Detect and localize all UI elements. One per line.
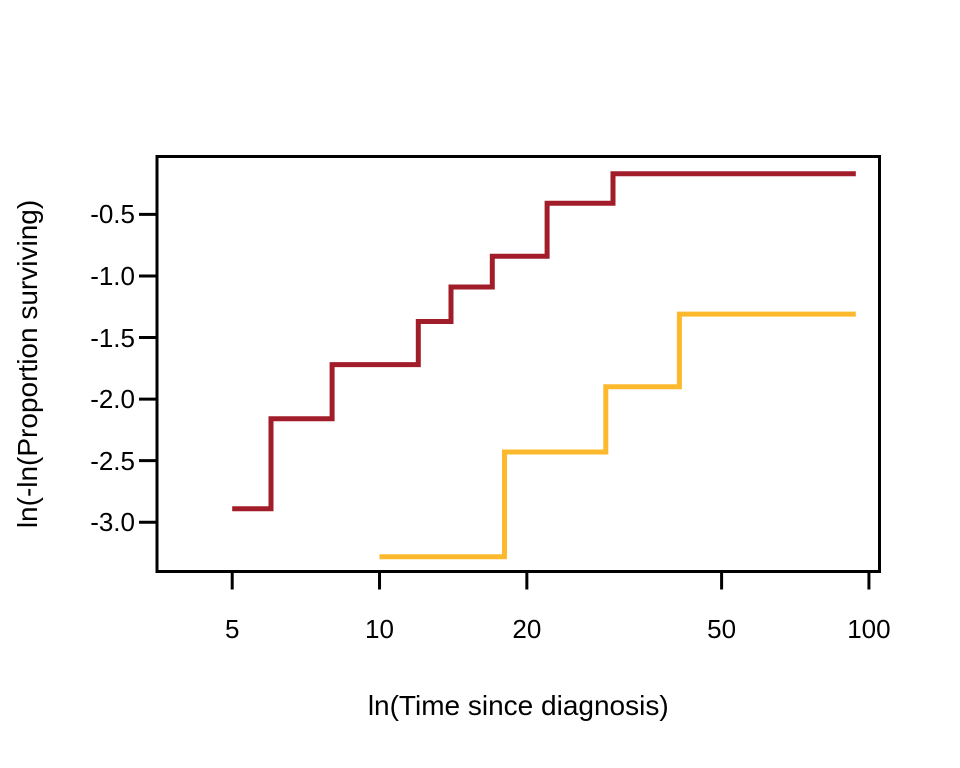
series-group-2-amber-curve xyxy=(379,311,856,560)
x-tick-label: 100 xyxy=(847,614,891,644)
x-tick-label: 20 xyxy=(512,614,542,644)
y-tick-label: -2.0 xyxy=(90,384,135,415)
y-tick-label: -0.5 xyxy=(90,199,135,230)
x-tick-label: 10 xyxy=(365,614,394,644)
series-group-1-dark-red-curve xyxy=(232,171,856,512)
x-tick-label: 50 xyxy=(707,614,737,644)
plot-box xyxy=(155,155,881,573)
y-axis-title: ln(-ln(Proportion surviving) xyxy=(12,199,43,529)
y-tick-label: -1.0 xyxy=(90,260,135,291)
y-tick-label: -3.0 xyxy=(90,507,135,538)
x-axis-title: ln(Time since diagnosis) xyxy=(367,690,669,721)
x-tick-label: 5 xyxy=(224,614,240,644)
y-tick-label: -1.5 xyxy=(90,322,135,353)
y-tick-label: -2.5 xyxy=(90,445,135,476)
